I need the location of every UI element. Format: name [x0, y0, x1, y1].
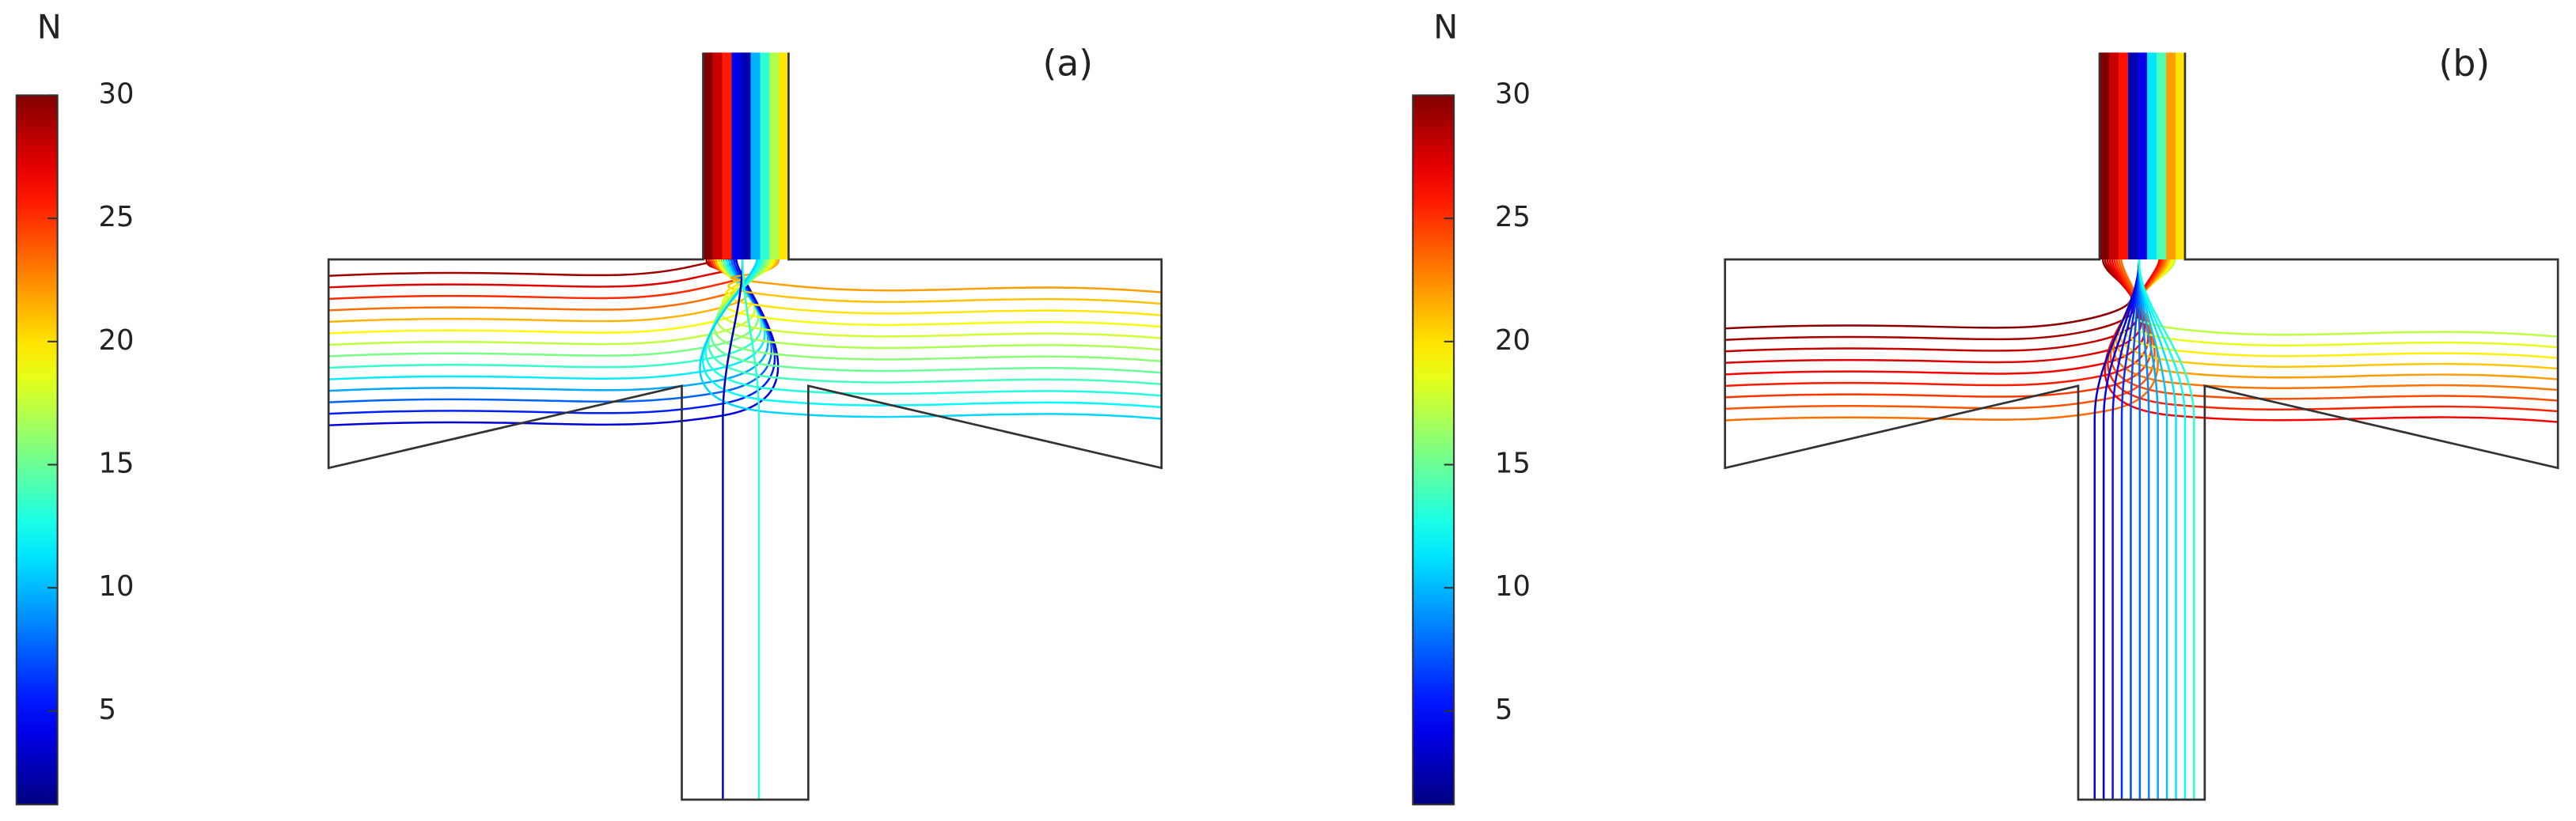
streamline: [727, 259, 1162, 305]
colorbar-tick-label: 20: [1495, 324, 1531, 357]
inlet-stripe: [741, 52, 752, 260]
streamline: [1724, 259, 2146, 376]
streamline: [1724, 259, 2136, 341]
streamline: [724, 259, 1162, 316]
streamline: [2107, 259, 2559, 413]
streamline: [2138, 259, 2195, 800]
colorbar-tick-label: 25: [1495, 201, 1531, 233]
streamline: [1724, 259, 2156, 410]
inlet-stripe: [2099, 52, 2110, 260]
colorbar-tick-label: 15: [99, 448, 135, 480]
inlet-stripe: [779, 52, 790, 260]
streamline: [1724, 259, 2133, 330]
streamline: [742, 259, 761, 800]
inlet-stripe: [760, 52, 771, 260]
panel: N 5 10 15 20 25 30 (a): [15, 7, 1163, 806]
colorbar-tick-label: 10: [99, 570, 135, 603]
streamline: [722, 259, 1162, 328]
inlet-stripe: [2156, 52, 2167, 260]
inlet-stripe: [2175, 52, 2186, 260]
colorbar-title: N: [37, 7, 62, 46]
colorbar-tick-label: 25: [99, 201, 135, 233]
colorbar-tick-label: 5: [1495, 694, 1512, 726]
colorbar-tick-label: 30: [1495, 78, 1531, 110]
streamline: [2126, 259, 2559, 338]
streamline: [719, 259, 1162, 339]
streamline: [1724, 259, 2153, 399]
colorbar-tick-label: 20: [99, 324, 135, 357]
colorbar-tick-label: 15: [1495, 448, 1531, 480]
streamline: [2130, 259, 2141, 800]
inlet-stripe: [712, 52, 723, 260]
panel: N 5 10 15 20 25 30 (b): [1412, 7, 2559, 806]
channel-outline: [1724, 52, 2559, 801]
inlet-stripe: [722, 52, 733, 260]
colorbar-title: N: [1433, 7, 1458, 46]
streamline: [710, 259, 1162, 374]
streamline: [704, 259, 1162, 397]
inlet-stripe: [2118, 52, 2129, 260]
streamline: [699, 259, 1162, 420]
streamline: [328, 259, 736, 278]
inlet-stripe: [2146, 52, 2157, 260]
colorbar-tick-label: 30: [99, 78, 135, 110]
streamline: [328, 259, 743, 301]
streamline: [2138, 259, 2142, 800]
panel-label: (a): [1043, 43, 1094, 85]
inlet-stripe: [2165, 52, 2176, 260]
inlet-stripe: [750, 52, 761, 260]
streamline: [2109, 259, 2559, 402]
streamline: [328, 259, 780, 426]
panel-label: (b): [2439, 43, 2491, 85]
colorbar-tick-label: 5: [99, 694, 116, 726]
inlet-stripe: [769, 52, 780, 260]
inlet-stripe: [2108, 52, 2119, 260]
colorbar: [15, 94, 59, 806]
streamline: [730, 259, 1162, 293]
inlet-stripe: [703, 52, 714, 260]
channel-outline: [327, 52, 1163, 801]
inlet-stripe: [731, 52, 742, 260]
streamline: [1724, 259, 2142, 365]
inlet-stripe: [2127, 52, 2138, 260]
inlet-stripe: [2137, 52, 2148, 260]
streamline: [722, 259, 744, 800]
colorbar: [1412, 94, 1455, 806]
streamline: [2112, 259, 2559, 392]
colorbar-tick-label: 10: [1495, 570, 1531, 603]
